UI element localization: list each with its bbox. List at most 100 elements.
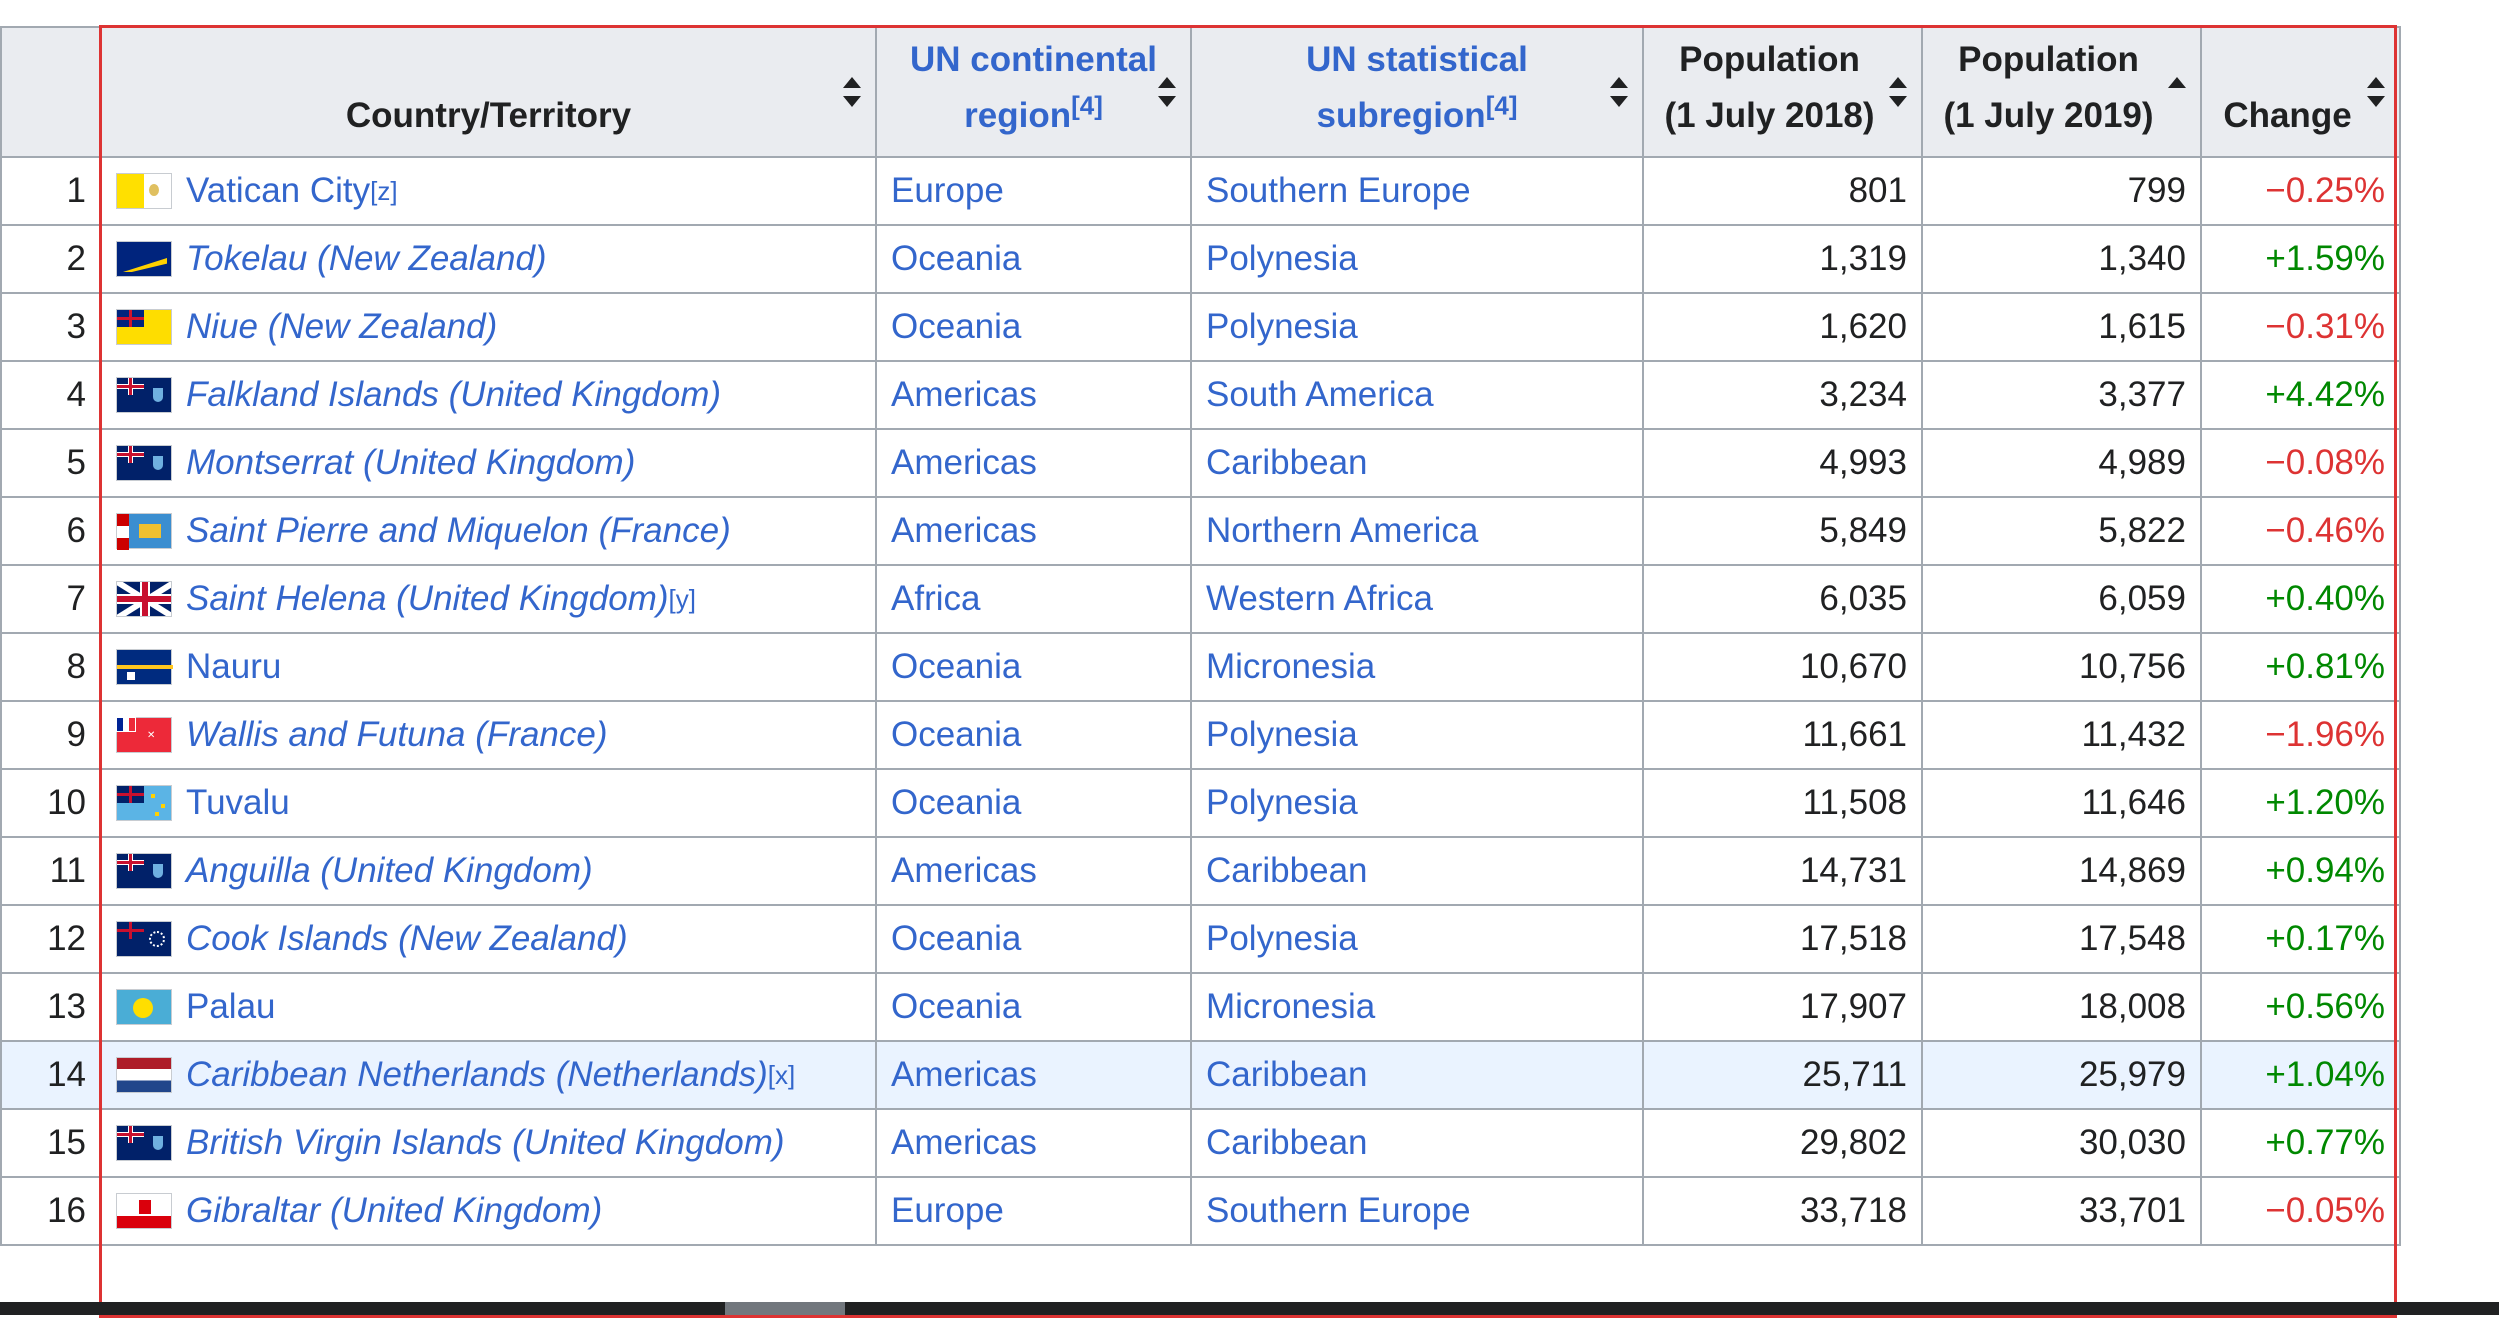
country-link[interactable]: Montserrat <box>186 443 354 482</box>
sovereign-link[interactable]: (New Zealand) <box>267 307 498 346</box>
sovereign-link[interactable]: (United Kingdom) <box>329 1191 603 1230</box>
sovereign-link[interactable]: (Netherlands) <box>555 1055 768 1094</box>
subregion-link[interactable]: Polynesia <box>1206 239 1358 278</box>
country-link[interactable]: Niue <box>186 307 258 346</box>
region-link[interactable]: Americas <box>891 511 1037 550</box>
sovereign-link[interactable]: (United Kingdom) <box>320 851 593 890</box>
country-link[interactable]: British Virgin Islands <box>186 1123 503 1162</box>
caribbean-netherlands-flag[interactable] <box>116 1057 172 1093</box>
sort-toggle-icon[interactable] <box>1889 77 1907 107</box>
region-header-link-2[interactable]: region <box>964 96 1072 135</box>
niue-flag[interactable] <box>116 309 172 345</box>
sovereign-link[interactable]: (New Zealand) <box>398 919 628 958</box>
vatican-flag[interactable] <box>116 173 172 209</box>
sovereign-link[interactable]: (United Kingdom) <box>512 1123 785 1162</box>
horizontal-scrollbar[interactable] <box>0 1302 2499 1315</box>
country-link[interactable]: Cook Islands <box>186 919 389 958</box>
country-cell: Nauru <box>100 632 877 702</box>
sort-ascending-icon[interactable] <box>2168 77 2186 107</box>
sovereign-link[interactable]: (New Zealand) <box>317 239 547 278</box>
country-link[interactable]: Tokelau <box>186 239 308 278</box>
subregion-ref[interactable]: [4] <box>1485 90 1518 121</box>
region-link[interactable]: Americas <box>891 1123 1037 1162</box>
country-link[interactable]: Vatican City <box>186 171 371 210</box>
saint-helena-flag[interactable] <box>116 581 172 617</box>
subregion-header-link-2[interactable]: subregion <box>1316 96 1486 135</box>
country-link[interactable]: Anguilla <box>186 851 311 890</box>
subregion-link[interactable]: Polynesia <box>1206 783 1358 822</box>
gibraltar-flag[interactable] <box>116 1193 172 1229</box>
nauru-flag[interactable] <box>116 649 173 685</box>
region-link[interactable]: Europe <box>891 1191 1004 1230</box>
tuvalu-flag[interactable] <box>116 785 172 821</box>
region-header[interactable]: UN continental region[4] <box>875 26 1192 158</box>
saint-pierre-miquelon-flag[interactable] <box>116 513 172 550</box>
population-2019-cell: 33,701 <box>1921 1176 2202 1246</box>
subregion-link[interactable]: Southern Europe <box>1206 1191 1471 1230</box>
country-header[interactable]: Country/Territory <box>100 26 877 158</box>
sovereign-link[interactable]: (France) <box>475 715 608 754</box>
sovereign-link[interactable]: (United Kingdom) <box>396 579 669 618</box>
country-link[interactable]: Palau <box>186 987 276 1026</box>
region-link[interactable]: Oceania <box>891 987 1022 1026</box>
subregion-link[interactable]: Polynesia <box>1206 715 1358 754</box>
sort-toggle-icon[interactable] <box>843 77 861 107</box>
subregion-link[interactable]: Caribbean <box>1206 1055 1368 1094</box>
subregion-link[interactable]: Micronesia <box>1206 647 1376 686</box>
sort-toggle-icon[interactable] <box>1610 77 1628 107</box>
scrollbar-thumb[interactable] <box>725 1302 845 1315</box>
population-2018-header[interactable]: Population (1 July 2018) <box>1642 26 1923 158</box>
region-link[interactable]: Oceania <box>891 239 1022 278</box>
subregion-link[interactable]: Polynesia <box>1206 307 1358 346</box>
region-link[interactable]: Oceania <box>891 647 1022 686</box>
subregion-link[interactable]: Western Africa <box>1206 579 1433 618</box>
subregion-link[interactable]: Polynesia <box>1206 919 1358 958</box>
tokelau-flag[interactable] <box>116 241 172 277</box>
country-link[interactable]: Tuvalu <box>186 783 290 822</box>
montserrat-flag[interactable] <box>116 445 172 481</box>
palau-flag[interactable] <box>116 989 172 1025</box>
region-link[interactable]: Europe <box>891 171 1004 210</box>
region-link[interactable]: Americas <box>891 1055 1037 1094</box>
region-link[interactable]: Oceania <box>891 715 1022 754</box>
region-link[interactable]: Oceania <box>891 307 1022 346</box>
country-link[interactable]: Nauru <box>186 647 282 686</box>
region-link[interactable]: Oceania <box>891 919 1022 958</box>
country-link[interactable]: Wallis and Futuna <box>186 715 466 754</box>
region-link[interactable]: Africa <box>891 579 981 618</box>
british-virgin-islands-flag[interactable] <box>116 1125 172 1161</box>
country-link[interactable]: Saint Helena <box>186 579 387 618</box>
region-link[interactable]: Americas <box>891 443 1037 482</box>
subregion-link[interactable]: Southern Europe <box>1206 171 1471 210</box>
subregion-header-link[interactable]: UN statistical <box>1306 40 1528 79</box>
sovereign-link[interactable]: (United Kingdom) <box>448 375 721 414</box>
sort-toggle-icon[interactable] <box>2367 77 2385 107</box>
subregion-link[interactable]: Caribbean <box>1206 1123 1368 1162</box>
region-link[interactable]: Americas <box>891 851 1037 890</box>
region-header-link[interactable]: UN continental <box>910 40 1157 79</box>
subregion-link[interactable]: South America <box>1206 375 1434 414</box>
sovereign-link[interactable]: (United Kingdom) <box>363 443 636 482</box>
country-link[interactable]: Gibraltar <box>186 1191 321 1230</box>
country-link[interactable]: Saint Pierre and Miquelon <box>186 511 589 550</box>
region-cell: Americas <box>875 360 1192 430</box>
region-ref[interactable]: [4] <box>1071 90 1103 121</box>
cook-islands-flag[interactable] <box>116 921 172 957</box>
region-link[interactable]: Oceania <box>891 783 1022 822</box>
wallis-futuna-flag[interactable]: ✕ <box>116 717 172 753</box>
sovereign-link[interactable]: (France) <box>598 511 731 550</box>
country-link[interactable]: Caribbean Netherlands <box>186 1055 546 1094</box>
anguilla-flag[interactable] <box>116 853 172 889</box>
region-link[interactable]: Americas <box>891 375 1037 414</box>
country-link[interactable]: Falkland Islands <box>186 375 439 414</box>
region-cell: Americas <box>875 496 1192 566</box>
change-header[interactable]: Change <box>2200 26 2401 158</box>
subregion-header[interactable]: UN statistical subregion[4] <box>1190 26 1644 158</box>
falkland-islands-flag[interactable] <box>116 377 172 413</box>
sort-toggle-icon[interactable] <box>1158 77 1176 107</box>
population-2019-header[interactable]: Population (1 July 2019) <box>1921 26 2202 158</box>
subregion-link[interactable]: Caribbean <box>1206 443 1368 482</box>
subregion-link[interactable]: Northern America <box>1206 511 1479 550</box>
subregion-link[interactable]: Micronesia <box>1206 987 1376 1026</box>
subregion-link[interactable]: Caribbean <box>1206 851 1368 890</box>
